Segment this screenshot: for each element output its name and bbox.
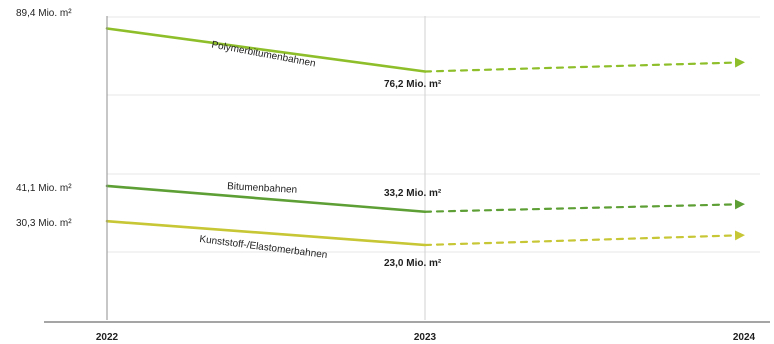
start-label-bitumen: 41,1 Mio. m²	[16, 183, 72, 194]
series-line-2	[105, 219, 427, 247]
mid-label-bitumen: 33,2 Mio. m²	[384, 188, 442, 199]
series-line-1	[105, 184, 427, 214]
mid-label-polymer: 76,2 Mio. m²	[384, 79, 442, 90]
x-tick-label-2024: 2024	[733, 332, 756, 343]
start-label-kunststoff: 30,3 Mio. m²	[16, 218, 72, 229]
x-tick-label-2023: 2023	[414, 332, 437, 343]
series-line-0	[105, 27, 427, 73]
series-forecast-line-1	[423, 199, 745, 213]
mid-label-kunststoff: 23,0 Mio. m²	[384, 258, 442, 269]
start-label-polymer: 89,4 Mio. m²	[16, 8, 72, 19]
series-label-bitumen: Bitumenbahnen	[227, 181, 298, 196]
series-layer	[105, 27, 745, 247]
axis-layer: 2022 2023 2024	[44, 16, 770, 343]
series-forecast-line-2	[423, 230, 745, 247]
x-tick-label-2022: 2022	[96, 332, 119, 343]
series-forecast-line-0	[423, 57, 745, 73]
